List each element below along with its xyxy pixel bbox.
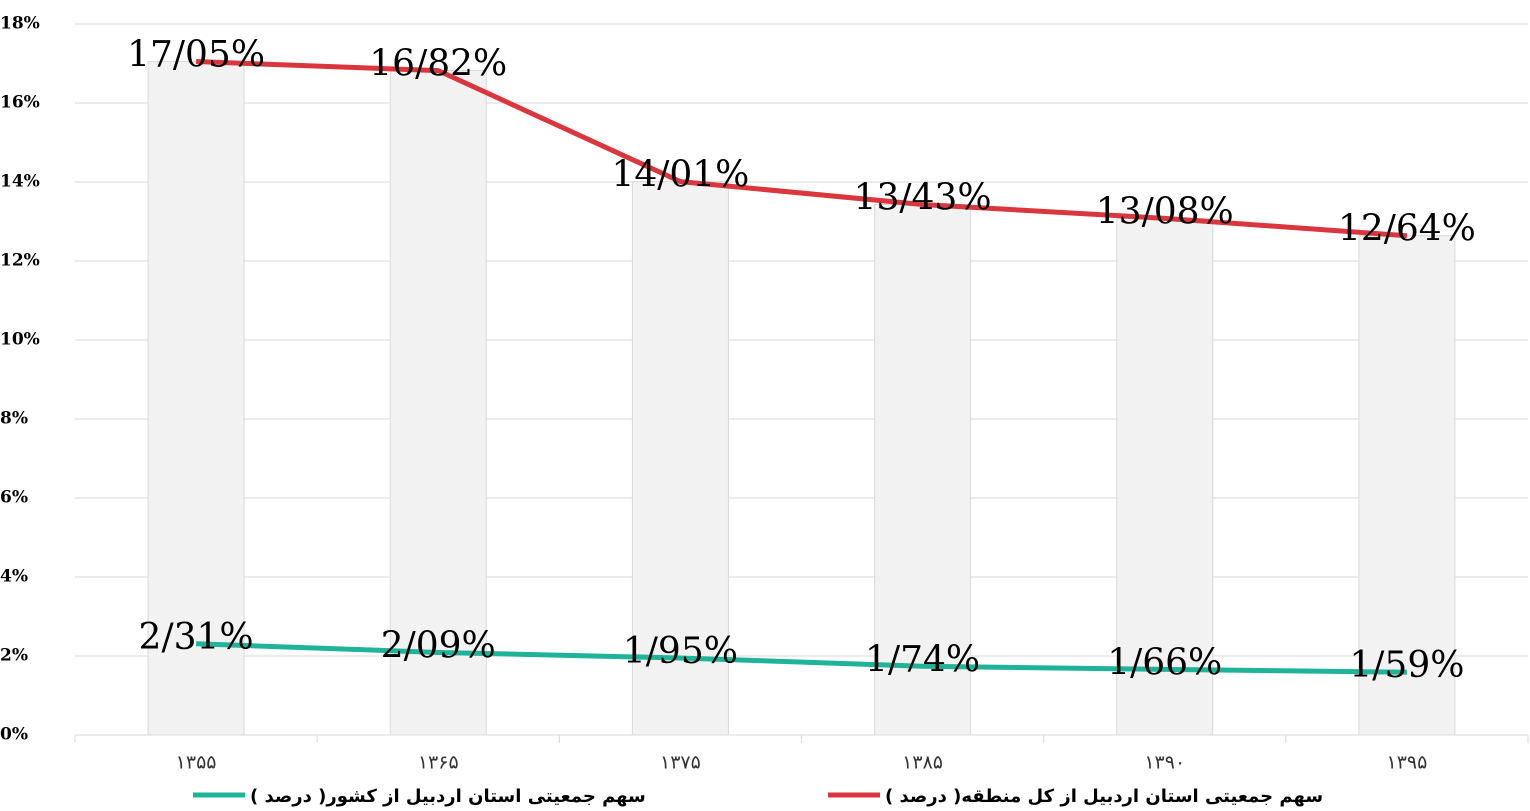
data-label: 16/82% xyxy=(369,44,507,85)
bar xyxy=(1116,217,1214,736)
bar xyxy=(389,70,487,736)
y-tick-label: 8% xyxy=(0,409,28,429)
bar xyxy=(1358,235,1456,736)
data-label: 12/64% xyxy=(1338,209,1476,250)
data-label: 14/01% xyxy=(611,155,749,196)
data-label: 13/43% xyxy=(854,178,992,219)
y-tick-label: 4% xyxy=(0,567,28,587)
data-label: 13/08% xyxy=(1096,191,1234,232)
y-tick-label: 18% xyxy=(0,14,40,34)
legend-label: سهم جمعیتی استان اردبیل از کشور( درصد ) xyxy=(250,786,646,807)
legend-label: سهم جمعیتی استان اردبیل از کل منطقه( درص… xyxy=(885,786,1323,807)
bar xyxy=(631,181,729,736)
x-tick-label: ۱۳۸۵ xyxy=(902,752,943,774)
bar xyxy=(147,61,245,736)
data-label: 1/74% xyxy=(865,639,980,680)
y-tick-label: 16% xyxy=(0,93,40,113)
y-tick-label: 2% xyxy=(0,646,28,666)
x-tick-label: ۱۳۹۰ xyxy=(1144,752,1185,774)
y-tick-label: 14% xyxy=(0,172,40,192)
bar xyxy=(874,204,972,736)
y-tick-label: 12% xyxy=(0,251,40,271)
line-series xyxy=(195,641,1407,675)
x-tick-label: ۱۳۹۵ xyxy=(1387,752,1428,774)
x-tick-label: ۱۳۷۵ xyxy=(660,752,701,774)
data-label: 1/59% xyxy=(1349,645,1464,686)
y-tick-label: 6% xyxy=(0,488,28,508)
x-tick-label: ۱۳۶۵ xyxy=(418,752,459,774)
data-label: 2/31% xyxy=(139,617,254,658)
data-label: 17/05% xyxy=(127,35,265,76)
data-label: 2/09% xyxy=(381,625,496,666)
data-label: 1/95% xyxy=(623,631,738,672)
x-tick-label: ۱۳۵۵ xyxy=(176,752,217,774)
y-tick-label: 10% xyxy=(0,330,40,350)
line-series xyxy=(195,59,1408,239)
data-label: 1/66% xyxy=(1107,642,1222,683)
y-tick-label: 0% xyxy=(0,725,28,745)
